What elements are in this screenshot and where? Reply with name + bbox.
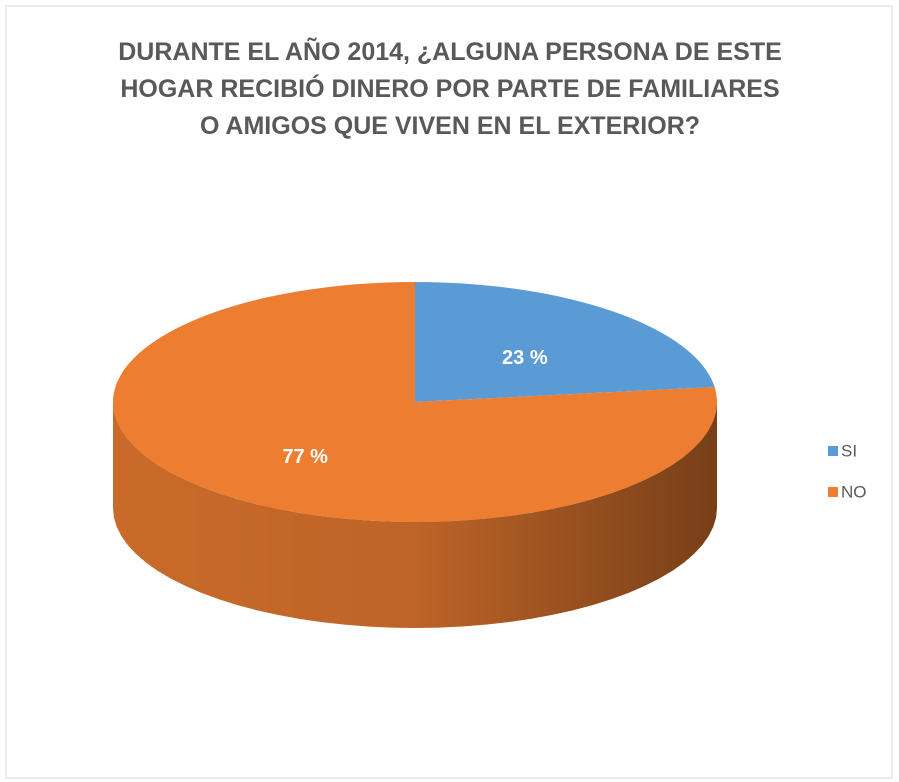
pie-slice	[415, 282, 715, 402]
legend-label: SI	[841, 441, 857, 460]
chart-title: DURANTE EL AÑO 2014, ¿ALGUNA PERSONA DE …	[118, 38, 782, 140]
pie-slice	[113, 282, 718, 522]
legend-swatch	[828, 446, 838, 456]
legend-label: NO	[841, 482, 867, 501]
data-label: 77 %	[282, 446, 328, 468]
data-label: 23 %	[502, 347, 548, 369]
pie-side-shade	[113, 402, 717, 628]
legend-swatch	[828, 487, 838, 497]
chart-border	[5, 5, 893, 779]
